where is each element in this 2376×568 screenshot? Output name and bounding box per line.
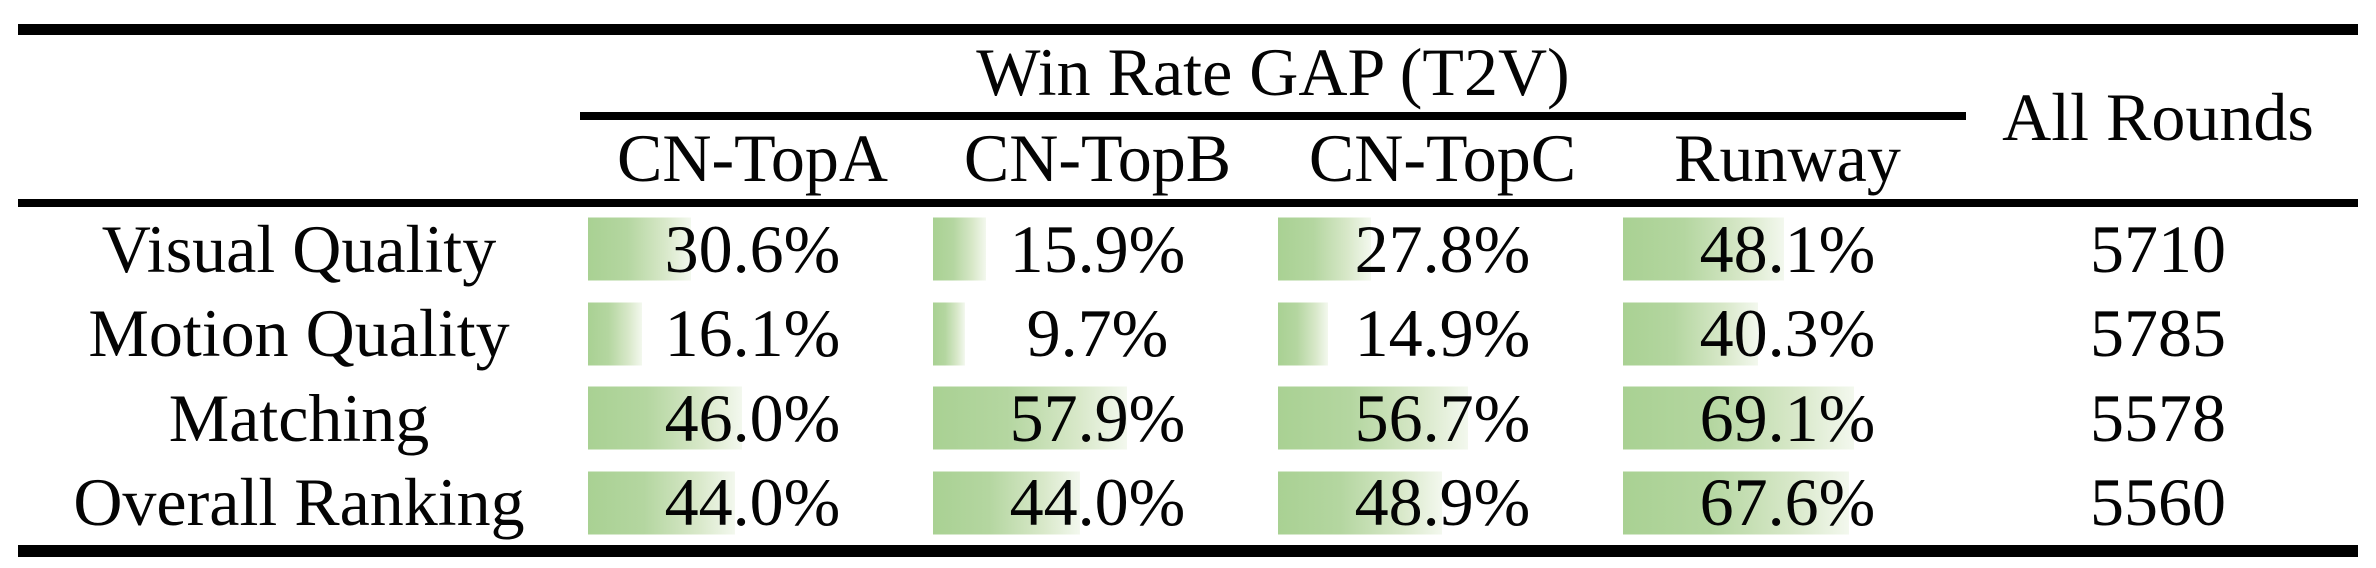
win-rate-bar (1623, 302, 1758, 366)
table-top-rule (18, 24, 2358, 35)
row-label: Overall Ranking (73, 464, 525, 541)
cell-value: 44.0% (664, 464, 841, 541)
header-bottom-rule (18, 199, 2358, 207)
table-row-matching: Matching 46.0% 57.9% 56.7% 69.1% 5578 (18, 376, 2356, 461)
cell-value: 67.6% (1699, 464, 1876, 541)
bar-track (1623, 386, 1958, 450)
data-cell: 15.9% (925, 207, 1270, 292)
cell-value: 9.7% (1026, 295, 1169, 372)
row-label: Visual Quality (101, 210, 497, 287)
table-row-visual-quality: Visual Quality 30.6% 15.9% 27.8% 48.1% 5… (18, 207, 2356, 292)
win-rate-bar (1278, 302, 1328, 366)
cell-value: 27.8% (1354, 210, 1531, 287)
win-rate-bar (588, 302, 642, 366)
cell-value: 69.1% (1699, 379, 1876, 456)
cell-value: 16.1% (664, 295, 841, 372)
bar-track (1623, 217, 1958, 281)
column-header-runway: Runway (1674, 120, 1901, 196)
row-label: Matching (168, 379, 430, 456)
table-row-motion-quality: Motion Quality 16.1% 9.7% 14.9% 40.3% 57… (18, 292, 2356, 377)
cell-value: 56.7% (1354, 379, 1531, 456)
cell-value: 40.3% (1699, 295, 1876, 372)
win-rate-bar (1623, 217, 1785, 281)
cell-value: 44.0% (1009, 464, 1186, 541)
win-rate-bar (933, 217, 987, 281)
bar-track (1278, 386, 1613, 450)
bar-track (1278, 217, 1613, 281)
title-underline-rule (580, 112, 1966, 120)
all-rounds-value: 5710 (2090, 210, 2226, 287)
data-cell: 16.1% (580, 292, 925, 377)
cell-value: 30.6% (664, 210, 841, 287)
cell-value: 14.9% (1354, 295, 1531, 372)
data-cell: 9.7% (925, 292, 1270, 377)
win-rate-bar (588, 217, 691, 281)
cell-value: 46.0% (664, 379, 841, 456)
data-cell: 69.1% (1615, 376, 1960, 461)
column-header-cn-topb: CN-TopB (963, 120, 1232, 196)
win-rate-bar (1278, 471, 1442, 535)
bar-track (588, 386, 923, 450)
win-rate-bar (588, 471, 736, 535)
win-rate-bar (1623, 386, 1855, 450)
bar-track (588, 302, 923, 366)
column-header-cn-topa: CN-TopA (616, 120, 888, 196)
win-rate-bar (1623, 471, 1850, 535)
data-cell: 46.0% (580, 376, 925, 461)
bar-track (1278, 471, 1613, 535)
data-cell: 30.6% (580, 207, 925, 292)
bar-track (1623, 471, 1958, 535)
cell-value: 48.9% (1354, 464, 1531, 541)
data-cell: 44.0% (580, 461, 925, 546)
win-rate-bar (1278, 217, 1372, 281)
data-cell: 57.9% (925, 376, 1270, 461)
bar-track (1623, 302, 1958, 366)
bar-track (588, 471, 923, 535)
all-rounds-header: All Rounds (2002, 78, 2314, 155)
win-rate-bar (1278, 386, 1468, 450)
table-bottom-rule (18, 545, 2358, 557)
bar-track (933, 302, 1268, 366)
data-cell: 27.8% (1270, 207, 1615, 292)
row-label: Motion Quality (88, 295, 510, 372)
all-rounds-value: 5785 (2090, 295, 2226, 372)
data-cell: 44.0% (925, 461, 1270, 546)
all-rounds-value: 5578 (2090, 379, 2226, 456)
cell-value: 57.9% (1009, 379, 1186, 456)
bar-track (1278, 302, 1613, 366)
table-row-overall-ranking: Overall Ranking 44.0% 44.0% 48.9% 67.6% … (18, 461, 2356, 546)
win-rate-bar (588, 386, 743, 450)
bar-track (933, 217, 1268, 281)
data-cell: 14.9% (1270, 292, 1615, 377)
cell-value: 15.9% (1009, 210, 1186, 287)
data-cell: 67.6% (1615, 461, 1960, 546)
cell-value: 48.1% (1699, 210, 1876, 287)
bar-track (933, 471, 1268, 535)
win-rate-bar (933, 302, 966, 366)
data-cell: 48.9% (1270, 461, 1615, 546)
win-rate-bar (933, 386, 1127, 450)
column-header-cn-topc: CN-TopC (1308, 120, 1577, 196)
table-body: Visual Quality 30.6% 15.9% 27.8% 48.1% 5… (18, 207, 2356, 545)
bar-track (933, 386, 1268, 450)
all-rounds-value: 5560 (2090, 464, 2226, 541)
data-cell: 56.7% (1270, 376, 1615, 461)
data-cell: 48.1% (1615, 207, 1960, 292)
win-rate-bar (933, 471, 1081, 535)
bar-track (588, 217, 923, 281)
table-title: Win Rate GAP (T2V) (976, 34, 1570, 110)
data-cell: 40.3% (1615, 292, 1960, 377)
